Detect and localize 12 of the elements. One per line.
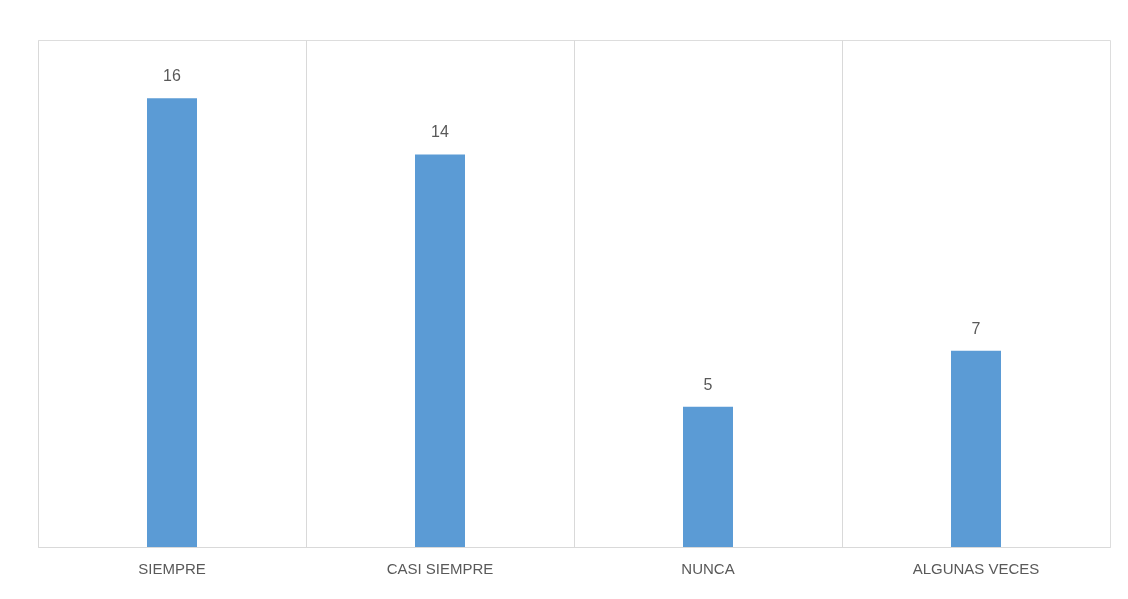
data-label: 16 [163, 67, 181, 85]
data-label: 5 [703, 375, 713, 393]
bar [415, 154, 465, 547]
bar [951, 350, 1001, 547]
bar [683, 406, 733, 547]
x-tick-label: NUNCA [681, 559, 735, 577]
x-tick-label: ALGUNAS VECES [912, 559, 1040, 577]
data-label: 7 [971, 319, 981, 337]
bar [147, 98, 197, 547]
x-tick-label: CASI SIEMPRE [386, 559, 494, 577]
x-tick-label: SIEMPRE [138, 559, 206, 577]
data-label: 14 [431, 123, 449, 141]
